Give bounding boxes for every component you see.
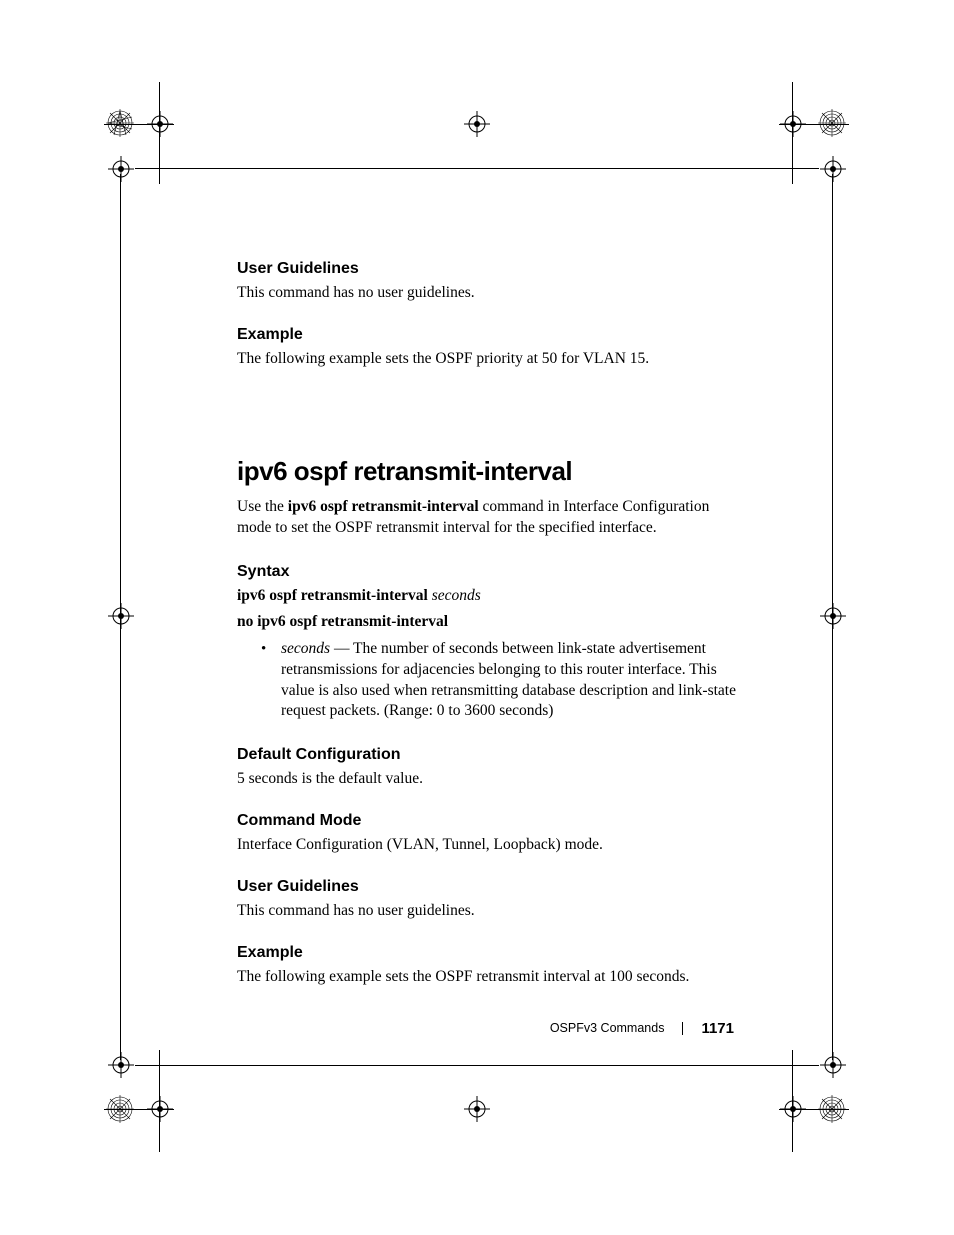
registration-target-icon — [108, 156, 134, 182]
command-title: ipv6 ospf retransmit-interval — [237, 456, 737, 487]
body-text: This command has no user guidelines. — [237, 283, 737, 304]
heading-syntax: Syntax — [237, 563, 737, 581]
registration-rosette-icon — [106, 1095, 134, 1123]
heading-user-guidelines: User Guidelines — [237, 260, 737, 278]
body-text: This command has no user guidelines. — [237, 901, 737, 922]
registration-target-icon — [108, 1052, 134, 1078]
crop-line — [135, 168, 819, 169]
registration-target-icon — [820, 603, 846, 629]
heading-example: Example — [237, 326, 737, 344]
registration-rosette-icon — [106, 109, 134, 137]
content-area: User Guidelines This command has no user… — [237, 260, 737, 988]
command-intro: Use the ipv6 ospf retransmit-interval co… — [237, 497, 737, 539]
body-text: The following example sets the OSPF prio… — [237, 349, 737, 370]
bullet-text: seconds — The number of seconds between … — [281, 639, 737, 723]
bullet-item: • seconds — The number of seconds betwee… — [237, 639, 737, 723]
heading-command-mode: Command Mode — [237, 812, 737, 830]
registration-target-icon — [464, 111, 490, 137]
text: Use the — [237, 498, 288, 515]
crop-line — [135, 1065, 819, 1066]
text-bold: no ipv6 ospf retransmit-interval — [237, 613, 448, 630]
crop-tick — [159, 1058, 160, 1074]
footer-section-label: OSPFv3 Commands — [550, 1021, 665, 1035]
registration-target-icon — [147, 1096, 173, 1122]
registration-target-icon — [108, 603, 134, 629]
crop-tick — [159, 160, 160, 176]
registration-target-icon — [147, 111, 173, 137]
registration-rosette-icon — [818, 1095, 846, 1123]
page-container: User Guidelines This command has no user… — [0, 0, 954, 1235]
registration-target-icon — [464, 1096, 490, 1122]
text-italic: seconds — [428, 587, 481, 604]
heading-default-configuration: Default Configuration — [237, 746, 737, 764]
footer-page-number: 1171 — [701, 1020, 734, 1037]
body-text: Interface Configuration (VLAN, Tunnel, L… — [237, 835, 737, 856]
registration-rosette-icon — [818, 109, 846, 137]
registration-target-icon — [820, 156, 846, 182]
heading-user-guidelines: User Guidelines — [237, 878, 737, 896]
page-footer: OSPFv3 Commands 1171 — [0, 1019, 954, 1037]
text-bold: ipv6 ospf retransmit-interval — [237, 587, 428, 604]
crop-tick — [792, 160, 793, 176]
registration-target-icon — [820, 1052, 846, 1078]
crop-tick — [792, 1058, 793, 1074]
bullet-mark-icon: • — [261, 639, 281, 723]
body-text: The following example sets the OSPF retr… — [237, 967, 737, 988]
text: — The number of seconds between link-sta… — [281, 640, 736, 720]
footer-separator — [682, 1022, 683, 1035]
syntax-line: no ipv6 ospf retransmit-interval — [237, 613, 737, 631]
registration-target-icon — [780, 111, 806, 137]
registration-target-icon — [780, 1096, 806, 1122]
footer-inner: OSPFv3 Commands 1171 — [550, 1020, 734, 1037]
text-italic: seconds — [281, 640, 330, 657]
heading-example: Example — [237, 944, 737, 962]
text-bold: ipv6 ospf retransmit-interval — [288, 498, 479, 515]
body-text: 5 seconds is the default value. — [237, 769, 737, 790]
syntax-line: ipv6 ospf retransmit-interval seconds — [237, 587, 737, 605]
